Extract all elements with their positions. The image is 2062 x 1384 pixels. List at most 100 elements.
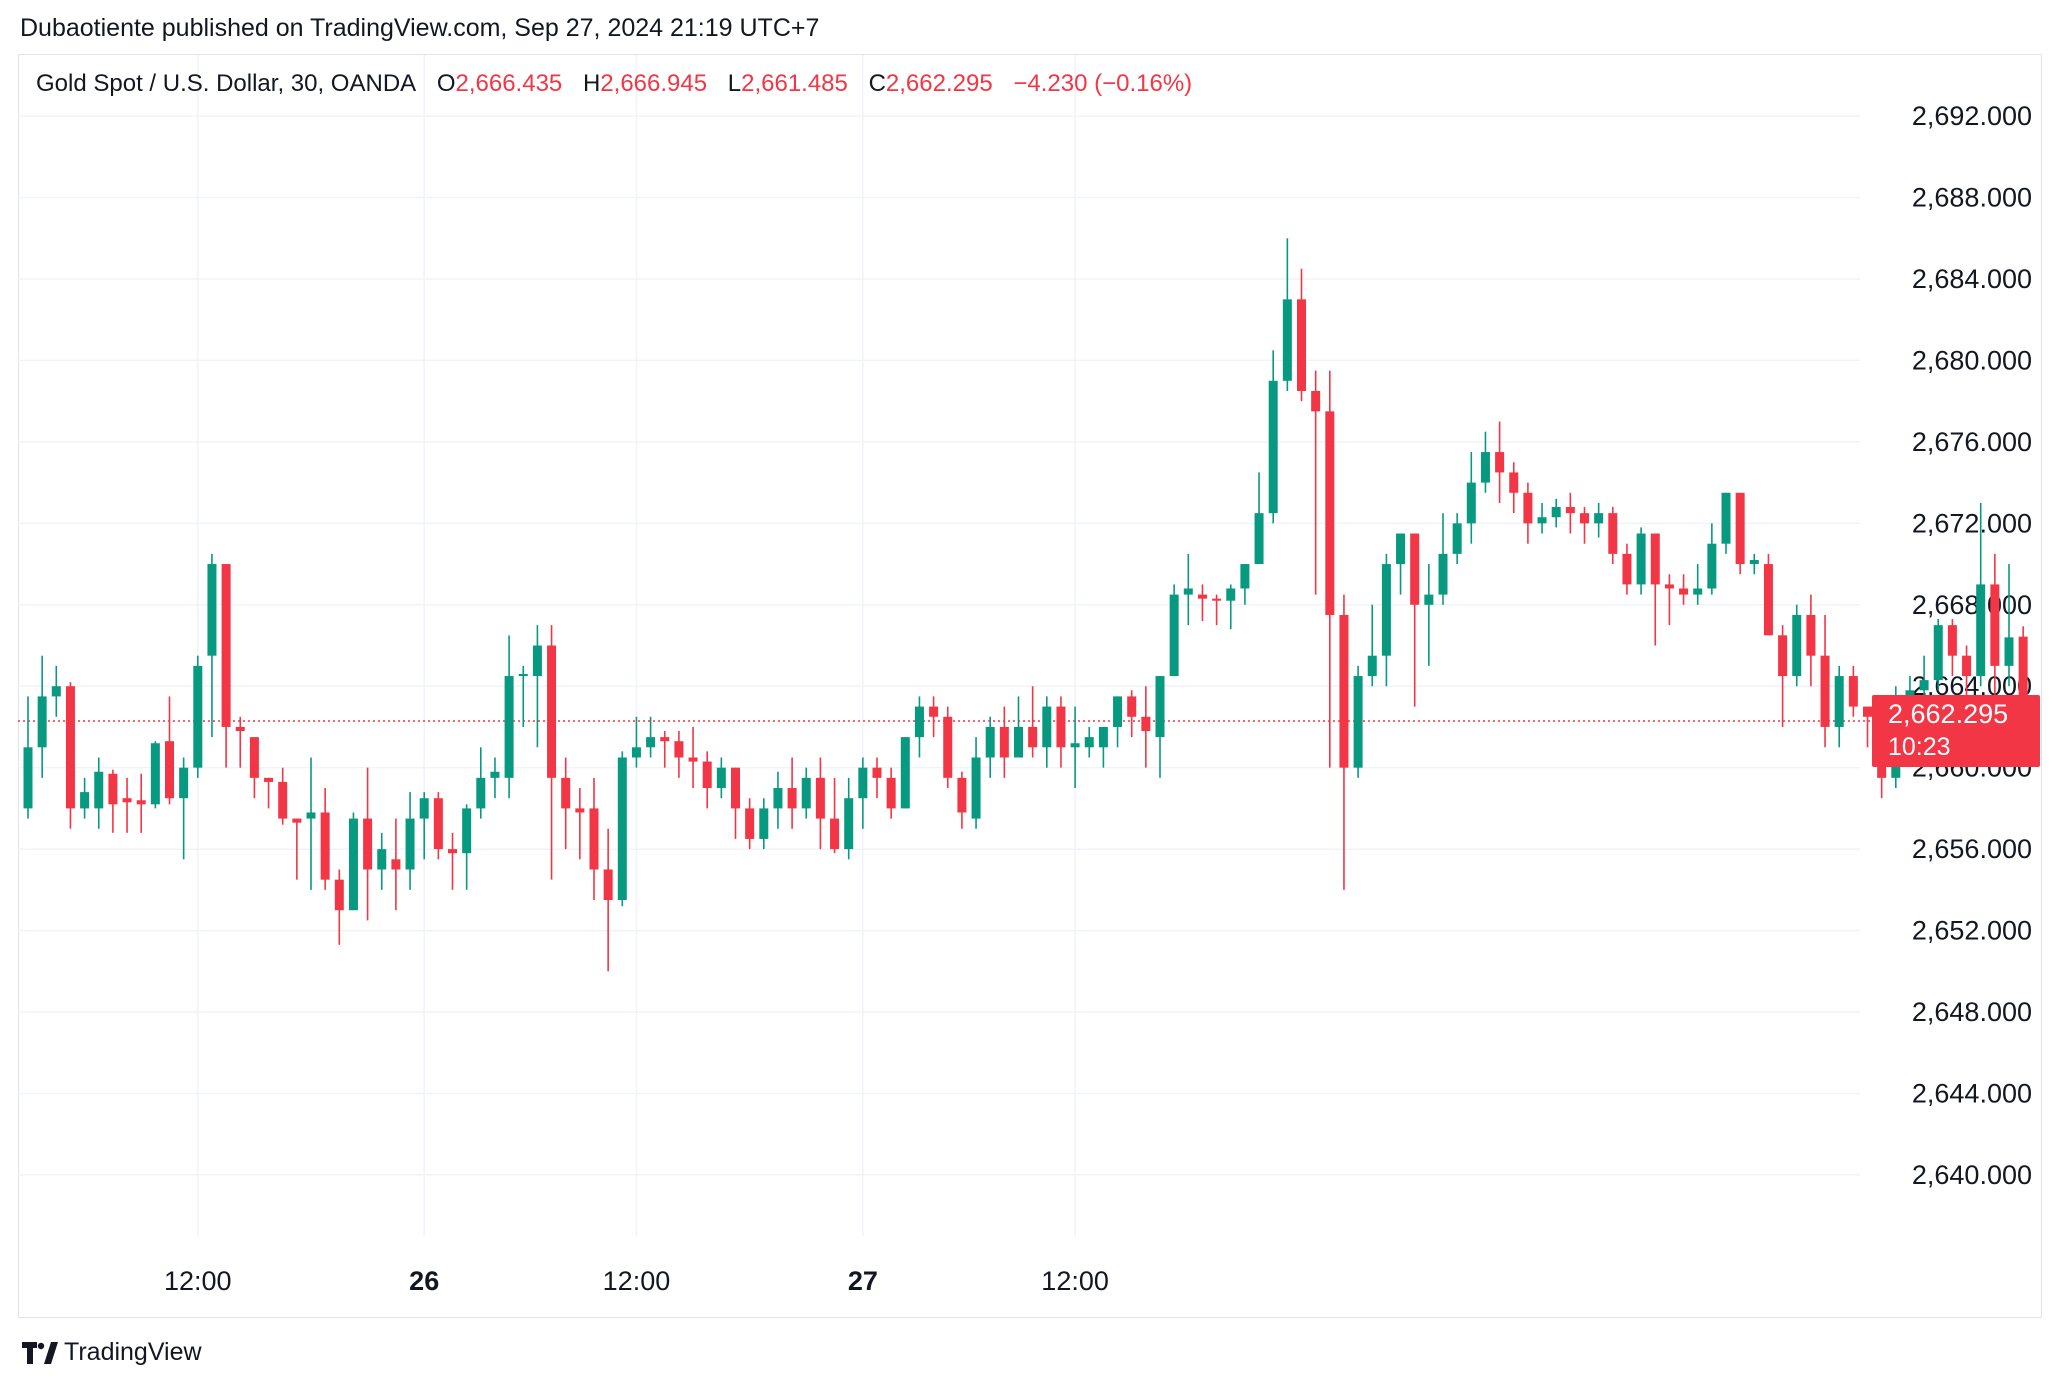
candle <box>801 767 811 819</box>
candle <box>759 798 769 850</box>
candle <box>773 771 783 829</box>
candle <box>1325 370 1335 768</box>
candle <box>1438 513 1448 605</box>
candle <box>1056 696 1066 768</box>
candle <box>1735 492 1745 575</box>
candle <box>1693 564 1703 605</box>
candle <box>674 731 684 778</box>
candle <box>1098 726 1108 768</box>
candle <box>603 828 613 972</box>
publisher-line: Dubaotiente published on TradingView.com… <box>20 14 820 42</box>
candle <box>787 757 797 829</box>
legend-open-label: O <box>436 70 456 97</box>
candle <box>1127 690 1137 738</box>
candle <box>1381 553 1391 687</box>
candle <box>1806 594 1816 687</box>
candle <box>1537 502 1547 534</box>
candle <box>306 757 316 890</box>
x-tick-label: 27 <box>848 1266 878 1296</box>
candle <box>1396 533 1406 595</box>
y-tick-label: 2,656.000 <box>1912 834 2032 864</box>
candle <box>419 792 429 860</box>
tradingview-brand[interactable]: TradingView <box>22 1338 202 1367</box>
candle <box>575 788 585 860</box>
candle <box>999 706 1009 778</box>
candle <box>405 792 415 890</box>
candle <box>1565 492 1575 534</box>
candle <box>547 625 557 880</box>
legend-symbol: Gold Spot / U.S. Dollar, 30, OANDA <box>36 70 417 97</box>
candle <box>65 682 75 829</box>
candle <box>1622 543 1632 595</box>
legend-change: −4.230 (−0.16%) <box>1013 70 1193 97</box>
candle <box>518 665 528 727</box>
candle <box>504 635 514 799</box>
candles-layer <box>23 238 2028 972</box>
candle <box>631 716 641 768</box>
candle <box>1594 502 1604 538</box>
candle <box>1353 665 1363 778</box>
candle <box>249 737 259 799</box>
y-tick-label: 2,672.000 <box>1912 508 2032 538</box>
y-tick-label: 2,680.000 <box>1912 345 2032 375</box>
candle <box>150 741 160 809</box>
candle <box>433 792 443 860</box>
candle <box>221 564 231 768</box>
candle <box>1792 604 1802 687</box>
candle <box>872 757 882 799</box>
candle <box>1608 507 1618 565</box>
candle <box>462 804 472 890</box>
candle <box>1311 370 1321 595</box>
candle <box>165 696 174 805</box>
legend-open-value: 2,666.435 <box>455 70 563 97</box>
candle <box>348 812 358 911</box>
candle <box>617 751 627 907</box>
candle <box>929 696 939 738</box>
candle <box>716 757 726 799</box>
candle <box>1042 696 1052 768</box>
candle <box>377 832 387 890</box>
candle <box>914 696 924 758</box>
candle <box>1183 553 1193 626</box>
candle <box>830 777 840 854</box>
candle <box>702 751 712 809</box>
y-tick-label: 2,648.000 <box>1912 997 2032 1027</box>
candle <box>1863 706 1872 748</box>
x-tick-label: 12:00 <box>164 1266 232 1296</box>
candle <box>108 769 118 833</box>
x-axis: 12:00 26 12:00 27 12:00 <box>164 1266 1109 1296</box>
candle <box>1084 726 1094 758</box>
last-price-label: 2,662.295 10:23 <box>1872 695 2040 767</box>
candle <box>1820 614 1830 748</box>
candle <box>688 726 698 789</box>
y-tick-label: 2,692.000 <box>1912 101 2032 131</box>
y-axis: 2,692.000 2,688.000 2,684.000 2,680.000 2,67… <box>1912 101 2032 1190</box>
candle <box>23 696 33 819</box>
candle <box>1339 594 1349 890</box>
candle <box>193 655 203 778</box>
candle <box>1947 619 1957 677</box>
candle <box>80 777 90 819</box>
candle <box>943 706 953 789</box>
y-tick-label: 2,652.000 <box>1912 916 2032 946</box>
ohlc-legend: Gold Spot / U.S. Dollar, 30, OANDA O2,66… <box>36 70 1192 98</box>
candle <box>1155 676 1165 778</box>
candle <box>1523 482 1533 544</box>
y-tick-label: 2,676.000 <box>1912 427 2032 457</box>
candle <box>1014 696 1023 758</box>
candle <box>1480 431 1490 493</box>
candle <box>278 767 288 825</box>
y-tick-label: 2,688.000 <box>1912 183 2032 213</box>
candle <box>1452 513 1462 565</box>
candle <box>1636 527 1646 595</box>
candle <box>448 832 457 890</box>
legend-high-value: 2,666.945 <box>600 70 708 97</box>
legend-high-label: H <box>582 70 601 97</box>
y-tick-label: 2,684.000 <box>1912 264 2032 294</box>
candle <box>660 731 670 768</box>
candle <box>490 757 500 799</box>
candle <box>1664 574 1674 626</box>
candle <box>886 767 896 819</box>
candle <box>1580 507 1589 544</box>
